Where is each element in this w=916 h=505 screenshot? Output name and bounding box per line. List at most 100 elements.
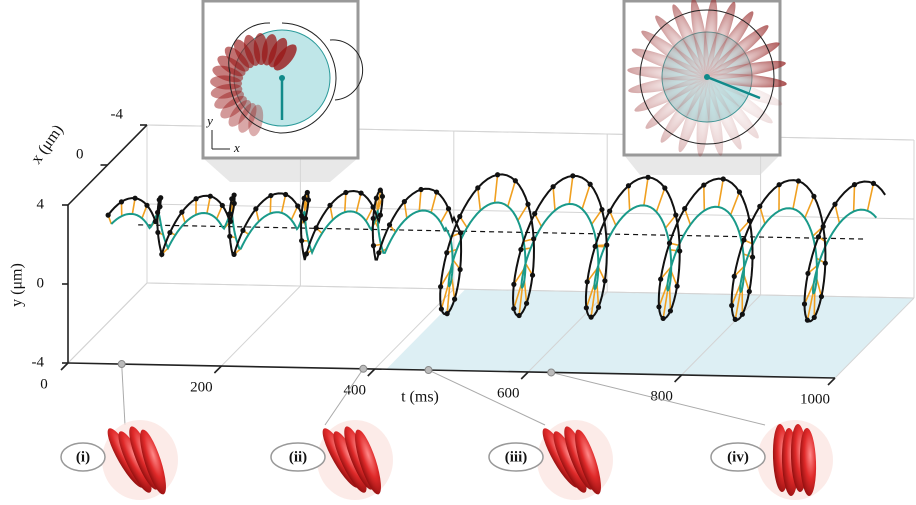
snapshot-label: (iii) xyxy=(505,449,528,465)
bead xyxy=(157,204,163,210)
bead xyxy=(746,218,753,224)
spoke xyxy=(717,178,725,208)
snapshots: (i) (ii) (iii) (iv) xyxy=(60,360,833,500)
petal xyxy=(273,44,297,71)
bead xyxy=(231,192,237,198)
bead xyxy=(645,174,651,180)
bead xyxy=(303,251,309,257)
x-tick-label: -4 xyxy=(111,106,124,122)
bead xyxy=(386,222,393,228)
bead xyxy=(231,251,237,257)
bead xyxy=(757,203,763,209)
bead xyxy=(295,203,301,209)
snapshot-marker xyxy=(117,360,126,369)
bead xyxy=(301,195,307,201)
spoke xyxy=(581,183,591,210)
ellipsoid xyxy=(333,431,367,493)
petal xyxy=(641,30,708,78)
bead xyxy=(674,283,680,289)
spoke xyxy=(664,214,677,229)
t-tick-label: 200 xyxy=(190,379,213,395)
spoke xyxy=(806,292,814,321)
label-ring xyxy=(270,442,326,472)
bead xyxy=(219,202,225,209)
bead xyxy=(511,281,517,287)
bead xyxy=(523,300,530,306)
t-tick-label: 1000 xyxy=(800,391,830,407)
petal xyxy=(224,46,250,72)
bead xyxy=(870,180,877,186)
t-tick-label: 800 xyxy=(650,388,673,404)
bead xyxy=(227,218,234,225)
petal xyxy=(631,48,708,79)
spoke xyxy=(660,266,672,280)
axes-back xyxy=(67,124,915,379)
petal xyxy=(678,76,709,153)
spoke xyxy=(430,191,438,213)
spoke xyxy=(813,290,816,318)
spoke xyxy=(513,268,525,285)
bead xyxy=(444,311,450,317)
y-axis-label: y (μm) xyxy=(9,263,26,307)
tick xyxy=(674,374,683,383)
spoke xyxy=(627,185,631,211)
spoke xyxy=(568,175,574,205)
tick xyxy=(520,371,529,380)
petal xyxy=(705,1,736,78)
spoke xyxy=(280,194,287,214)
bead xyxy=(299,238,305,244)
snapshot-marker xyxy=(424,366,433,375)
snapshot-label: (i) xyxy=(76,449,90,465)
t-axis-label: t (ms) xyxy=(401,389,439,406)
bead xyxy=(229,196,235,202)
bead xyxy=(452,296,458,302)
spoke xyxy=(523,280,528,304)
spoke xyxy=(655,187,666,213)
bead xyxy=(118,199,125,205)
bead xyxy=(179,209,185,215)
spoke xyxy=(376,190,382,212)
bead xyxy=(518,246,524,253)
bead xyxy=(298,213,305,219)
bead xyxy=(682,206,688,212)
bead xyxy=(475,185,481,191)
spoke xyxy=(446,285,451,314)
bead xyxy=(283,191,289,198)
bead xyxy=(377,187,383,193)
spoke xyxy=(815,278,823,297)
bead xyxy=(376,250,382,256)
petal xyxy=(220,95,247,119)
bead xyxy=(531,236,537,242)
floor-shade xyxy=(386,289,914,378)
bead xyxy=(457,266,463,273)
bead xyxy=(226,211,233,217)
petal xyxy=(217,55,246,77)
spoke xyxy=(643,177,649,206)
bead xyxy=(511,305,517,312)
bead xyxy=(358,190,364,196)
bead xyxy=(268,192,274,199)
spoke xyxy=(269,195,272,214)
petal xyxy=(233,39,255,69)
bead xyxy=(373,195,379,201)
ellipsoid xyxy=(140,429,166,495)
bead xyxy=(776,182,782,188)
bead xyxy=(438,306,444,312)
spoke xyxy=(803,282,815,305)
bead xyxy=(253,206,259,212)
spoke xyxy=(591,209,603,225)
bead xyxy=(662,185,668,191)
spoke xyxy=(585,283,596,309)
grid-line xyxy=(527,291,608,373)
bead xyxy=(377,212,383,218)
spoke xyxy=(418,189,422,212)
ellipsoid xyxy=(118,431,152,493)
bead xyxy=(132,195,138,201)
spoke xyxy=(608,210,617,226)
bead xyxy=(673,212,679,218)
bead xyxy=(795,178,801,184)
bead xyxy=(818,293,825,300)
trajectory xyxy=(105,172,886,323)
t-axis xyxy=(67,362,836,379)
grid-line xyxy=(834,297,915,379)
